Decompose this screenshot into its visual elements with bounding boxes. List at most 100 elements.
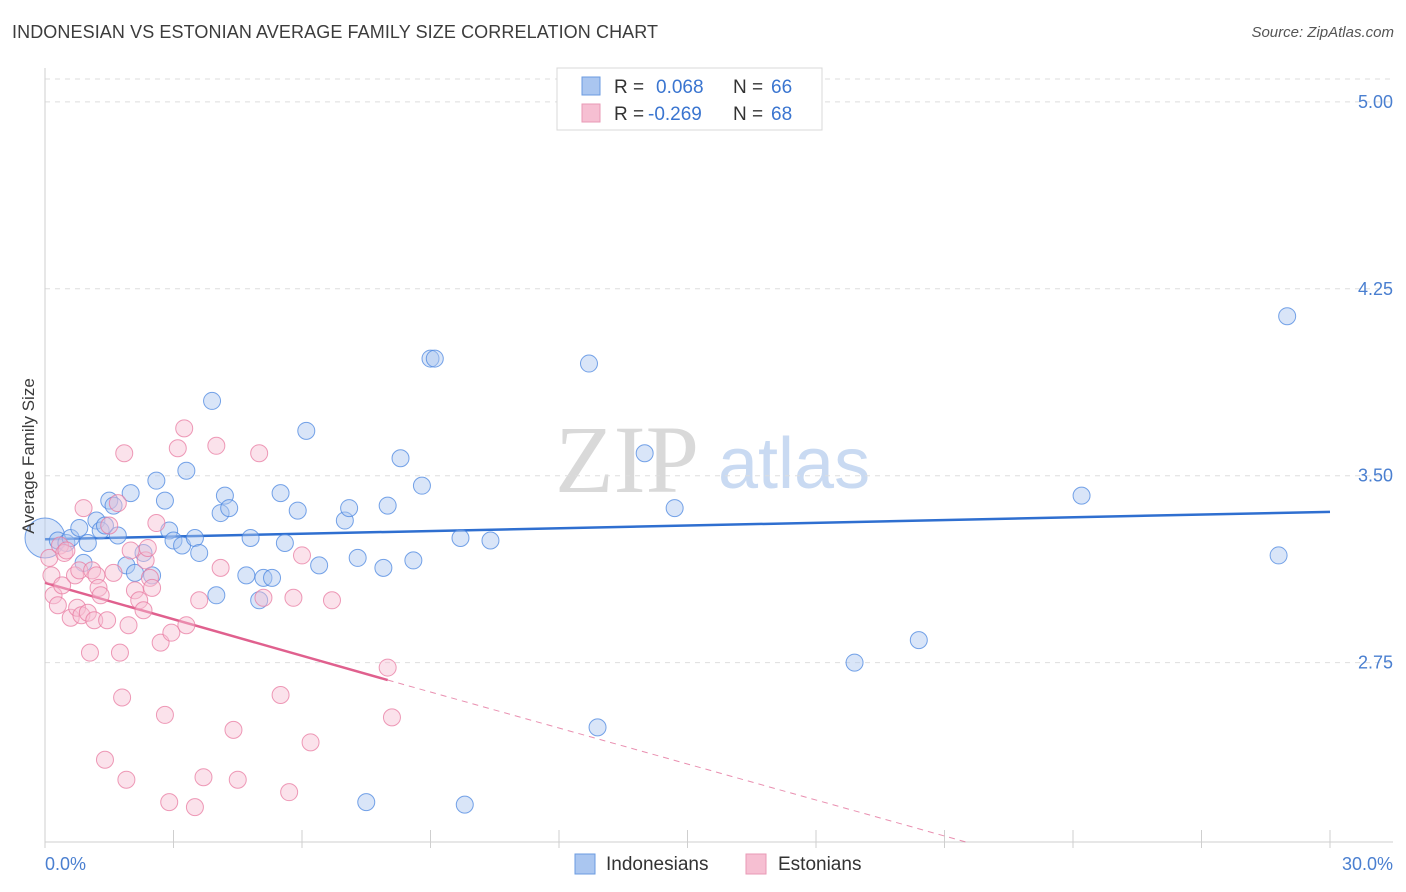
- indonesian-point: [211, 504, 230, 523]
- series-legend: Indonesians Estonians: [574, 853, 861, 875]
- indonesian-point: [374, 558, 393, 577]
- indonesian-point: [579, 354, 598, 373]
- indonesian-point: [95, 516, 114, 535]
- estonian-point: [89, 578, 108, 597]
- estonian-point: [98, 611, 117, 630]
- estonian-point: [117, 770, 136, 789]
- indonesian-point: [1278, 307, 1297, 326]
- indonesian-point: [78, 533, 97, 552]
- indonesian-point: [391, 449, 410, 468]
- indonesian-point: [297, 421, 316, 440]
- bottom-legend-swatch-indonesians: [574, 853, 596, 875]
- legend-n-label-indonesians: N =: [733, 77, 763, 98]
- estonian-point: [61, 608, 80, 627]
- estonian-point: [382, 708, 401, 727]
- legend-r-label-estonians: R =: [614, 104, 644, 125]
- estonian-point: [80, 643, 99, 662]
- trend-lines: [44, 510, 1331, 843]
- indonesian-point: [288, 501, 307, 520]
- bottom-legend-indonesians: Indonesians: [606, 854, 708, 875]
- estonian-point: [378, 658, 397, 677]
- indonesian-point: [121, 484, 140, 503]
- bottom-legend-swatch-estonians: [745, 853, 767, 875]
- estonian-point: [70, 561, 89, 580]
- estonian-point: [115, 444, 134, 463]
- y-axis-label: Average Family Size: [19, 378, 38, 534]
- indonesian-point: [404, 551, 423, 570]
- estonian-point: [228, 770, 247, 789]
- estonian-point: [207, 436, 226, 455]
- indonesian-point: [164, 531, 183, 550]
- indonesian-point: [357, 793, 376, 812]
- legend-swatch-estonians: [581, 103, 601, 123]
- estonian-point: [48, 596, 67, 615]
- estonian-point: [271, 685, 290, 704]
- indonesian-point: [665, 499, 684, 518]
- axes: 2.75 3.50 4.25 5.00 0.0% 30.0%: [44, 68, 1393, 874]
- indonesian-point: [147, 471, 166, 490]
- estonian-trend-extension: [387, 679, 967, 843]
- indonesian-point: [275, 533, 294, 552]
- estonian-point: [293, 546, 311, 565]
- estonian-point: [143, 578, 162, 597]
- indonesian-point: [263, 568, 282, 587]
- legend-n-indonesians: 66: [771, 77, 792, 98]
- estonian-point: [162, 623, 181, 642]
- y-tick-label: 3.50: [1358, 466, 1393, 486]
- indonesian-point: [340, 499, 359, 518]
- estonian-point: [147, 514, 166, 533]
- estonian-point: [55, 543, 74, 562]
- indonesian-point: [207, 586, 226, 605]
- estonian-point: [108, 494, 127, 513]
- estonian-point: [53, 576, 72, 595]
- estonian-point: [134, 601, 153, 620]
- legend-n-estonians: 68: [771, 104, 792, 125]
- x-tick-label: 30.0%: [1342, 854, 1393, 874]
- legend-r-indonesians: 0.068: [656, 77, 704, 98]
- indonesian-point: [845, 653, 864, 672]
- estonian-point: [130, 591, 149, 610]
- chart-source: Source: ZipAtlas.com: [1251, 24, 1394, 41]
- estonian-point: [280, 783, 299, 802]
- estonian-point: [57, 541, 76, 560]
- indonesian-point: [635, 444, 654, 463]
- indonesian-point: [271, 484, 290, 503]
- estonian-point: [194, 768, 213, 787]
- estonian-point: [78, 603, 97, 622]
- indonesian-point: [203, 391, 222, 410]
- estonian-point: [284, 588, 303, 607]
- indonesian-point: [310, 556, 329, 575]
- estonian-point: [91, 586, 110, 605]
- indonesian-point: [421, 349, 440, 368]
- estonian-point: [177, 616, 196, 635]
- legend-swatch-indonesians: [581, 76, 601, 96]
- stats-legend: R = 0.068 N = 66 R = -0.269 N = 68: [556, 67, 823, 131]
- indonesian-point: [412, 476, 431, 495]
- estonian-point: [190, 591, 209, 610]
- indonesian-point: [455, 795, 474, 814]
- estonian-point: [100, 516, 119, 535]
- estonian-point: [160, 793, 179, 812]
- indonesian-trend-line: [44, 510, 1331, 541]
- x-tick-label: 0.0%: [45, 854, 86, 874]
- legend-r-label-indonesians: R =: [614, 77, 644, 98]
- estonian-point: [85, 611, 104, 630]
- y-tick-label: 4.25: [1358, 279, 1393, 299]
- estonian-point: [224, 720, 243, 739]
- indonesian-point: [185, 528, 204, 547]
- indonesian-point: [425, 349, 444, 368]
- estonian-point: [138, 538, 157, 557]
- indonesian-point: [588, 718, 607, 737]
- stats-legend-box: [556, 67, 823, 131]
- indonesian-point: [220, 499, 239, 518]
- indonesian-point: [237, 566, 256, 585]
- indonesian-point: [177, 461, 196, 480]
- estonian-point: [110, 643, 129, 662]
- watermark-zip: ZIP: [555, 406, 699, 513]
- indonesian-point: [451, 528, 470, 547]
- estonian-point: [113, 688, 132, 707]
- legend-r-estonians: -0.269: [648, 104, 702, 125]
- indonesian-point: [155, 491, 174, 510]
- estonian-point: [104, 563, 123, 582]
